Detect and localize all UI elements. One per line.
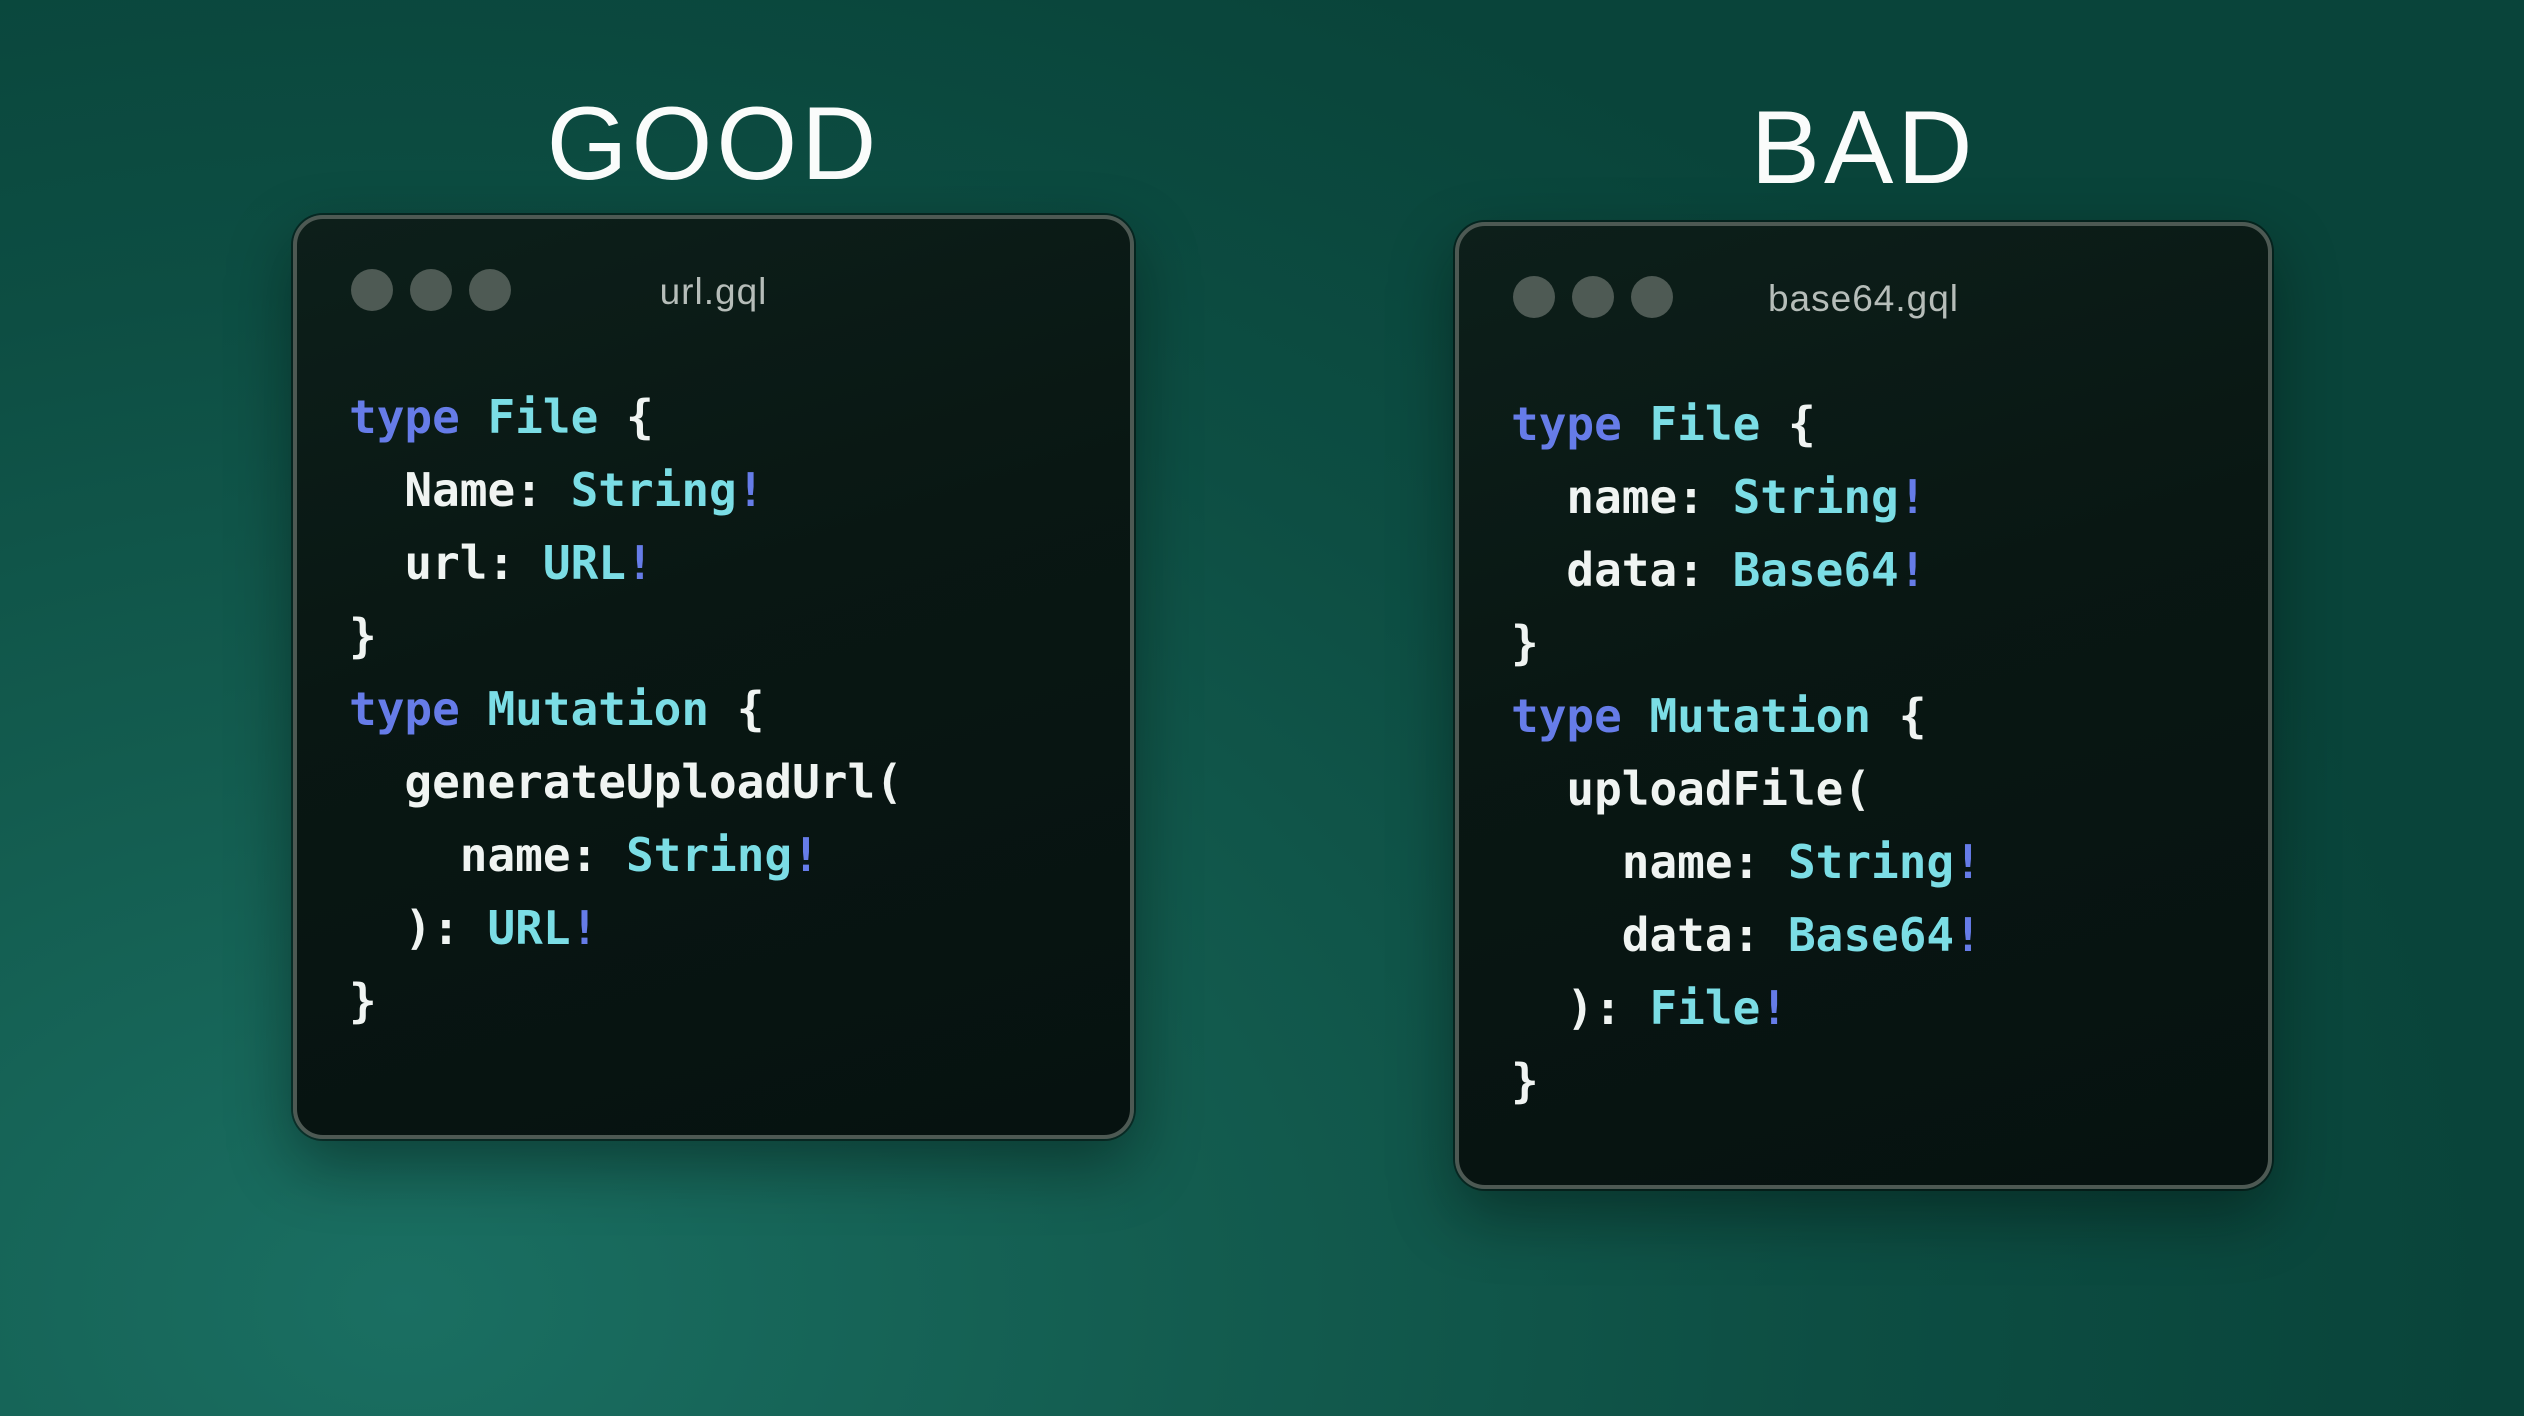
- window-control-dot[interactable]: [469, 269, 511, 311]
- window-control-dot[interactable]: [351, 269, 393, 311]
- code-line: }: [349, 974, 377, 1028]
- window-control-dot[interactable]: [410, 269, 452, 311]
- label-good: GOOD: [546, 86, 881, 202]
- code-line: type Mutation {: [1511, 689, 1927, 743]
- window-control-dot[interactable]: [1513, 276, 1555, 318]
- code-line: data: Base64!: [1511, 908, 1982, 962]
- code-line: type Mutation {: [349, 682, 765, 736]
- code-line: }: [349, 609, 377, 663]
- window-control-dot[interactable]: [1631, 276, 1673, 318]
- window-controls: [351, 269, 511, 311]
- window-titlebar: url.gql: [297, 219, 1130, 371]
- code-line: }: [1511, 1054, 1539, 1108]
- code-window-base64: base64.gql type File { name: String! dat…: [1455, 222, 2272, 1189]
- label-bad: BAD: [1750, 90, 1977, 206]
- code-line: url: URL!: [349, 536, 654, 590]
- code-line: data: Base64!: [1511, 543, 1927, 597]
- code-line: type File {: [349, 390, 654, 444]
- code-line: Name: String!: [349, 463, 765, 517]
- window-control-dot[interactable]: [1572, 276, 1614, 318]
- code-line: ): File!: [1511, 981, 1788, 1035]
- filename-label: base64.gql: [1767, 278, 1960, 319]
- code-line: name: String!: [1511, 470, 1927, 524]
- code-line: ): URL!: [349, 901, 599, 955]
- code-line: name: String!: [349, 828, 820, 882]
- code-line: generateUploadUrl(: [349, 755, 903, 809]
- code-editor-base64: type File { name: String! data: Base64!}…: [1459, 378, 2268, 1118]
- code-line: }: [1511, 616, 1539, 670]
- code-line: uploadFile(: [1511, 762, 1872, 816]
- window-controls: [1513, 276, 1673, 318]
- code-editor-url: type File { Name: String! url: URL!} type…: [297, 371, 1130, 1038]
- code-line: type File {: [1511, 397, 1816, 451]
- code-window-url: url.gql type File { Name: String! url: U…: [293, 215, 1134, 1139]
- filename-label: url.gql: [659, 271, 768, 312]
- code-line: name: String!: [1511, 835, 1982, 889]
- window-titlebar: base64.gql: [1459, 226, 2268, 378]
